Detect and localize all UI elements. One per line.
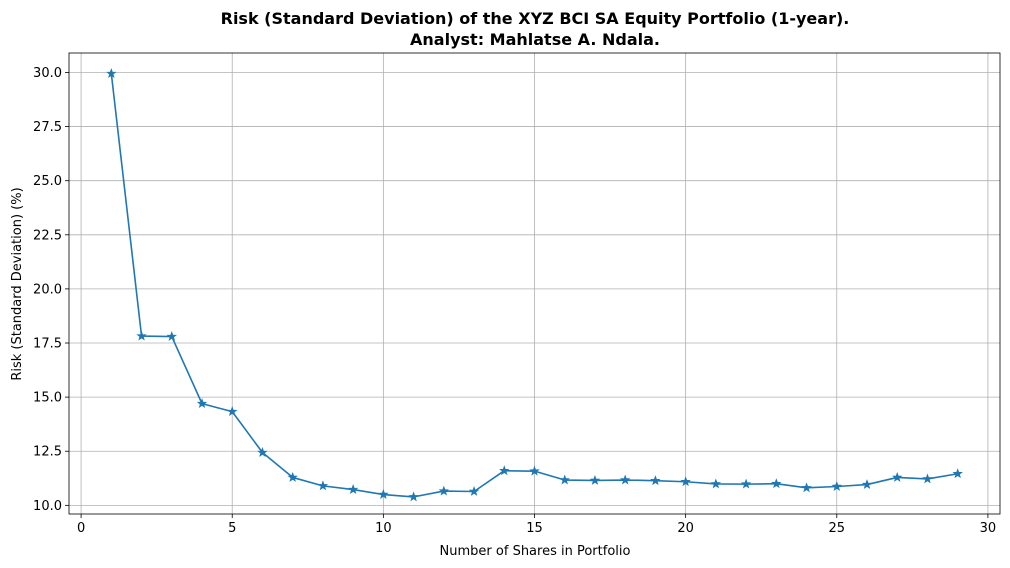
y-tick-label: 12.5	[33, 445, 62, 460]
x-tick-label: 30	[980, 521, 997, 536]
data-point-marker	[650, 475, 661, 486]
data-point-marker	[408, 491, 419, 502]
y-tick-label: 15.0	[33, 391, 62, 406]
series-line-group	[106, 68, 963, 502]
y-axis-label: Risk (Standard Deviation) (%)	[10, 187, 25, 380]
data-point-marker	[559, 474, 570, 485]
data-point-marker	[166, 331, 177, 341]
data-point-marker	[680, 476, 691, 487]
x-tick-label: 5	[228, 521, 236, 536]
data-point-marker	[347, 484, 359, 494]
x-axis-label: Number of Shares in Portfolio	[440, 544, 631, 559]
data-point-marker	[892, 471, 903, 482]
data-point-marker	[257, 447, 268, 457]
data-point-marker	[861, 479, 873, 489]
y-tick-label: 27.5	[33, 120, 62, 135]
data-point-marker	[801, 482, 812, 493]
grid-lines	[69, 53, 1000, 514]
plot-area-frame	[68, 52, 1001, 515]
data-point-marker	[740, 478, 752, 489]
x-tick-label: 10	[375, 521, 392, 536]
x-tick-label: 25	[828, 521, 845, 536]
x-tick-label: 0	[77, 521, 85, 536]
y-tick-label: 30.0	[33, 66, 62, 81]
x-tick-label: 15	[526, 521, 543, 536]
data-point-marker	[317, 480, 329, 491]
data-point-marker	[529, 465, 540, 476]
y-tick-label: 22.5	[33, 228, 62, 243]
y-tick-label: 10.0	[33, 499, 62, 514]
y-tick-label: 17.5	[33, 337, 62, 352]
chart-title: Risk (Standard Deviation) of the XYZ BCI…	[221, 9, 850, 28]
data-point-marker	[831, 481, 842, 491]
data-point-marker	[106, 68, 117, 78]
data-point-marker	[227, 406, 238, 417]
data-point-marker	[589, 474, 601, 485]
data-point-marker	[771, 478, 782, 489]
data-point-marker	[922, 473, 933, 484]
data-point-marker	[287, 471, 298, 482]
data-point-marker	[499, 465, 510, 476]
data-point-marker	[952, 468, 963, 479]
y-tick-label: 20.0	[33, 282, 62, 297]
y-tick-label: 25.0	[33, 174, 62, 189]
axis-ticks: 0 5 10 15 20 25 30 10.0 12.5 15.0 17.5 20.0 22.5 25.0…	[33, 66, 996, 536]
data-point-marker	[438, 485, 450, 496]
x-tick-label: 20	[677, 521, 694, 536]
chart-subtitle: Analyst: Mahlatse A. Ndala.	[410, 30, 660, 49]
data-point-marker	[136, 330, 147, 341]
data-point-marker	[468, 486, 480, 496]
data-point-marker	[619, 474, 631, 485]
data-point-marker	[378, 489, 389, 499]
data-point-marker	[710, 478, 722, 489]
data-point-marker	[196, 398, 208, 409]
